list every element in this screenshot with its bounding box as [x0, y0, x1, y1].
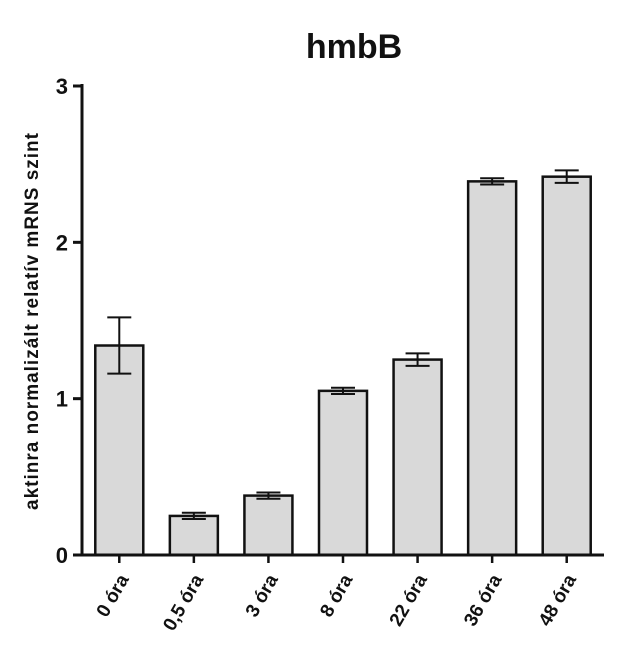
- bar-3: [317, 389, 369, 557]
- x-tick-label-0: 0 óra: [93, 571, 134, 621]
- error-bar-3: [331, 386, 355, 395]
- error-bar-1: [181, 511, 206, 521]
- error-bar-0: [107, 316, 132, 375]
- axes-group: [73, 84, 604, 563]
- x-tick-label-5: 36 óra: [460, 571, 506, 630]
- bar-5: [466, 180, 518, 557]
- bar-0: [94, 344, 145, 557]
- bars-group: [94, 175, 592, 557]
- error-bar-5: [480, 177, 505, 186]
- chart-title: hmbB: [306, 28, 402, 66]
- x-tick-label-6: 48 óra: [535, 571, 581, 630]
- x-tick-label-2: 3 óra: [242, 571, 283, 621]
- error-bar-2: [256, 491, 281, 500]
- x-tick-label-4: 22 óra: [386, 571, 432, 630]
- error-bars-group: [107, 169, 579, 521]
- y-tick-label-3: 3: [56, 74, 68, 99]
- error-bar-6: [554, 169, 579, 184]
- x-tick-label-1: 0,5 óra: [159, 571, 208, 635]
- y-tick-label-0: 0: [56, 543, 68, 568]
- bar-6: [541, 175, 592, 557]
- bar-1: [168, 514, 220, 557]
- error-bar-4: [405, 352, 430, 367]
- y-axis-label: aktinra normalizált relatív mRNS szint: [22, 132, 43, 510]
- x-tick-label-3: 8 óra: [316, 571, 357, 621]
- x-ticks-group: 0 óra 0,5 óra 3 óra 8 óra 22 óra 36 óra 48 óra: [93, 571, 582, 635]
- y-tick-label-2: 2: [56, 230, 68, 255]
- bar-2: [243, 494, 294, 557]
- bar-4: [392, 358, 443, 557]
- y-ticks-group: 0 1 2 3: [56, 74, 68, 568]
- y-tick-label-1: 1: [56, 387, 68, 412]
